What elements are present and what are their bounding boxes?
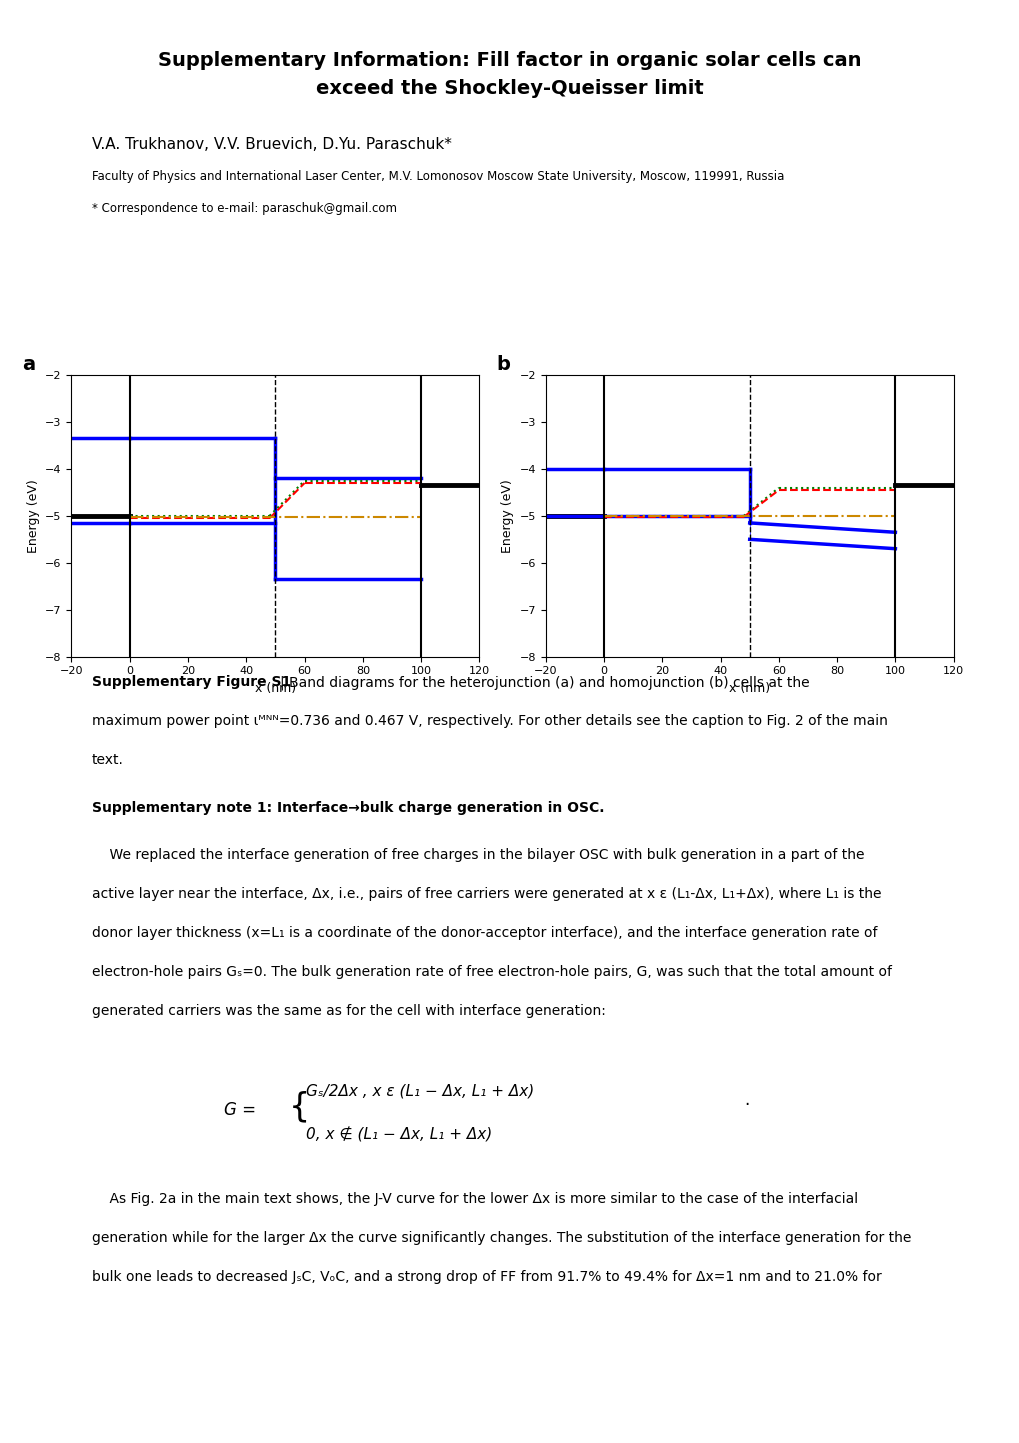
Text: generation while for the larger Δx the curve significantly changes. The substitu: generation while for the larger Δx the c… [92, 1231, 910, 1245]
Text: | Band diagrams for the heterojunction (a) and homojunction (b) cells at the: | Band diagrams for the heterojunction (… [280, 675, 809, 690]
Text: We replaced the interface generation of free charges in the bilayer OSC with bul: We replaced the interface generation of … [92, 848, 863, 863]
Text: * Correspondence to e-mail: paraschuk@gmail.com: * Correspondence to e-mail: paraschuk@gm… [92, 202, 396, 215]
X-axis label: x (nm): x (nm) [255, 683, 296, 696]
Text: Faculty of Physics and International Laser Center, M.V. Lomonosov Moscow State U: Faculty of Physics and International Las… [92, 170, 784, 183]
Text: .: . [744, 1091, 749, 1108]
Text: V.A. Trukhanov, V.V. Bruevich, D.Yu. Paraschuk*: V.A. Trukhanov, V.V. Bruevich, D.Yu. Par… [92, 137, 451, 152]
Y-axis label: Energy (eV): Energy (eV) [26, 479, 40, 553]
Text: bulk one leads to decreased JₛC, VₒC, and a strong drop of FF from 91.7% to 49.4: bulk one leads to decreased JₛC, VₒC, an… [92, 1270, 880, 1284]
Text: G =: G = [224, 1101, 256, 1118]
Text: active layer near the interface, Δx, i.e., pairs of free carriers were generated: active layer near the interface, Δx, i.e… [92, 887, 880, 902]
Text: donor layer thickness (x=L₁ is a coordinate of the donor-acceptor interface), an: donor layer thickness (x=L₁ is a coordin… [92, 926, 876, 941]
Text: b: b [496, 355, 511, 374]
Text: Supplementary note 1: Interface→bulk charge generation in OSC.: Supplementary note 1: Interface→bulk cha… [92, 801, 603, 815]
Text: Supplementary Information: Fill factor in organic solar cells can: Supplementary Information: Fill factor i… [158, 51, 861, 69]
Y-axis label: Energy (eV): Energy (eV) [500, 479, 514, 553]
Text: text.: text. [92, 753, 123, 768]
Text: electron-hole pairs Gₛ=0. The bulk generation rate of free electron-hole pairs, : electron-hole pairs Gₛ=0. The bulk gener… [92, 965, 891, 980]
Text: a: a [22, 355, 36, 374]
Text: As Fig. 2a in the main text shows, the J-V curve for the lower Δx is more simila: As Fig. 2a in the main text shows, the J… [92, 1192, 857, 1206]
Text: {: { [288, 1091, 310, 1124]
Text: maximum power point ιᴹᴺᴺ=0.736 and 0.467 V, respectively. For other details see : maximum power point ιᴹᴺᴺ=0.736 and 0.467… [92, 714, 887, 729]
Text: Gₛ/2Δx , x ε (L₁ − Δx, L₁ + Δx): Gₛ/2Δx , x ε (L₁ − Δx, L₁ + Δx) [306, 1084, 534, 1098]
Text: 0, x ∉ (L₁ − Δx, L₁ + Δx): 0, x ∉ (L₁ − Δx, L₁ + Δx) [306, 1127, 492, 1143]
Text: generated carriers was the same as for the cell with interface generation:: generated carriers was the same as for t… [92, 1004, 605, 1019]
X-axis label: x (nm): x (nm) [729, 683, 769, 696]
Text: Supplementary Figure S1: Supplementary Figure S1 [92, 675, 290, 690]
Text: exceed the Shockley-Queisser limit: exceed the Shockley-Queisser limit [316, 79, 703, 98]
